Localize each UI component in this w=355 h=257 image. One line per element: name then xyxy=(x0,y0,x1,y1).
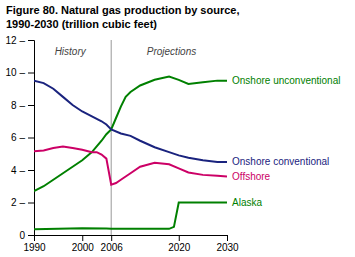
tick-mark xyxy=(179,235,180,241)
annotation: Projections xyxy=(147,46,196,57)
series-line xyxy=(34,146,227,184)
plot: 0 2 – 4 – 6 – 8 – 10 – 12 – 1990 2000 2006 2020 203… xyxy=(6,35,341,253)
marks xyxy=(34,40,227,235)
tick-mark xyxy=(34,235,35,241)
tick-mark xyxy=(28,235,34,236)
tick-label: 1990 xyxy=(23,242,46,253)
tick-label: 2030 xyxy=(216,242,239,253)
axis-line xyxy=(35,236,228,242)
annotations: History Projections xyxy=(55,46,197,57)
tick-label: 2006 xyxy=(101,242,124,253)
tick-label: 4 – xyxy=(11,165,25,176)
tick-mark xyxy=(28,138,34,139)
series-label: Offshore xyxy=(232,171,271,182)
y-axis: 0 2 – 4 – 6 – 8 – 10 – 12 – xyxy=(6,35,35,241)
y-tick: 10 – xyxy=(6,67,34,78)
x-tick: 1990 xyxy=(23,235,46,253)
series-line xyxy=(34,203,227,230)
x-tick: 2030 xyxy=(216,235,239,253)
tick-label: 6 – xyxy=(11,132,25,143)
series-label: Onshore conventional xyxy=(232,156,329,167)
tick-mark xyxy=(111,235,112,241)
tick-label: 0 xyxy=(19,230,25,241)
tick-label: 12 – xyxy=(6,35,26,46)
y-tick: 0 xyxy=(19,230,34,241)
y-tick: 2 – xyxy=(11,197,34,208)
x-tick: 2000 xyxy=(72,235,95,253)
x-tick: 2020 xyxy=(168,235,191,253)
tick-label: 2 – xyxy=(11,197,25,208)
chart: Figure 80. Natural gas production by sou… xyxy=(0,0,355,257)
tick-mark xyxy=(82,235,83,241)
y-tick: 6 – xyxy=(11,132,34,143)
series-label: Alaska xyxy=(232,197,262,208)
title: Figure 80. Natural gas production by sou… xyxy=(6,4,240,16)
annotation: History xyxy=(55,46,87,57)
tick-mark xyxy=(28,170,34,171)
tick-mark xyxy=(28,105,34,106)
series-labels: Onshore unconventional Onshore convention… xyxy=(232,75,340,208)
tick-mark xyxy=(28,203,34,204)
tick-label: 2000 xyxy=(72,242,95,253)
reference-line xyxy=(111,40,112,235)
tick-mark xyxy=(227,235,228,241)
y-tick: 8 – xyxy=(11,100,34,111)
tick-mark xyxy=(28,40,34,41)
tick-label: 8 – xyxy=(11,100,25,111)
subtitle: 1990-2030 (trillion cubic feet) xyxy=(6,18,157,30)
series-line xyxy=(34,81,227,162)
series-label: Onshore unconventional xyxy=(232,75,340,86)
tick-label: 2020 xyxy=(168,242,191,253)
tick-label: 10 – xyxy=(6,67,26,78)
y-tick: 12 – xyxy=(6,35,34,46)
axis-line xyxy=(28,41,35,236)
y-tick: 4 – xyxy=(11,165,34,176)
tick-mark xyxy=(28,73,34,74)
x-axis: 1990 2000 2006 2020 2030 xyxy=(23,235,239,253)
x-tick: 2006 xyxy=(101,235,124,253)
series-line xyxy=(34,77,227,192)
